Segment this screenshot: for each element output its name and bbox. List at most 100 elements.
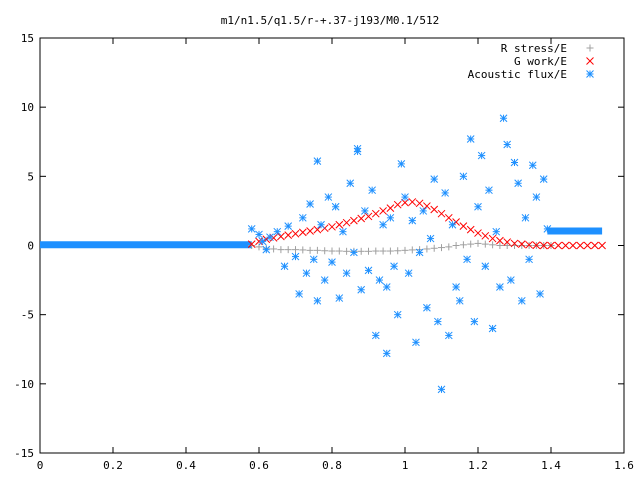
point-acoustic-flux (503, 140, 512, 149)
point-r-stress (343, 247, 351, 255)
y-tick-label: 10 (21, 101, 34, 114)
point-acoustic-flux (291, 252, 300, 261)
point-r-stress (438, 244, 445, 252)
point-acoustic-flux (430, 175, 439, 183)
point-g-work (328, 222, 336, 231)
point-acoustic-flux (492, 227, 501, 236)
y-tick-label: -10 (14, 378, 34, 391)
legend-marker-g-work (586, 57, 594, 65)
point-acoustic-flux (415, 248, 424, 257)
point-g-work (539, 241, 548, 250)
point-r-stress (394, 247, 402, 255)
point-acoustic-flux (393, 310, 402, 319)
legend-marker-r-stress (586, 44, 594, 52)
point-g-work (488, 234, 497, 243)
point-r-stress (321, 247, 329, 255)
point-acoustic-flux (532, 193, 541, 201)
point-g-work (364, 212, 373, 221)
point-acoustic-flux (408, 216, 417, 225)
point-g-work (306, 227, 314, 235)
point-g-work (525, 240, 533, 249)
x-tick-label: 0.8 (322, 459, 342, 472)
point-acoustic-flux (339, 227, 347, 236)
point-acoustic-flux (284, 222, 293, 230)
x-tick-label: 1.4 (541, 459, 561, 472)
point-acoustic-flux (306, 200, 314, 208)
point-r-stress (518, 242, 526, 249)
point-r-stress (408, 246, 416, 254)
x-tick-label: 1 (402, 459, 409, 472)
point-r-stress (423, 245, 431, 253)
point-g-work (481, 231, 490, 240)
point-g-work (284, 231, 293, 239)
point-acoustic-flux (455, 296, 464, 305)
point-g-work (335, 220, 344, 229)
point-r-stress (496, 242, 504, 249)
point-g-work (569, 241, 577, 250)
point-acoustic-flux (295, 290, 304, 298)
point-g-work (496, 236, 504, 245)
point-acoustic-flux (459, 172, 468, 181)
point-acoustic-flux (390, 262, 398, 271)
point-g-work (255, 237, 263, 246)
series-layer (40, 114, 606, 394)
point-acoustic-flux (433, 317, 442, 326)
x-tick-label: 1.6 (614, 459, 634, 472)
point-r-stress (489, 241, 497, 249)
point-acoustic-flux (448, 220, 457, 229)
point-acoustic-flux (510, 158, 519, 167)
point-acoustic-flux (514, 179, 523, 188)
point-r-stress (401, 246, 409, 254)
point-acoustic-flux (386, 213, 395, 222)
point-acoustic-flux (488, 324, 497, 333)
point-g-work (598, 241, 606, 250)
point-acoustic-flux (247, 225, 256, 233)
point-acoustic-flux (331, 202, 340, 211)
point-acoustic-flux (404, 269, 413, 278)
point-r-stress (277, 246, 285, 254)
point-g-work (590, 241, 599, 250)
point-acoustic-flux (539, 175, 548, 183)
point-acoustic-flux (437, 385, 446, 394)
point-g-work (350, 216, 358, 225)
point-g-work (247, 240, 256, 248)
point-acoustic-flux (375, 276, 384, 284)
legend-marker-acoustic-flux (586, 70, 594, 78)
point-acoustic-flux (382, 283, 391, 291)
point-r-stress (459, 241, 467, 249)
y-tick-label: 0 (27, 240, 34, 253)
point-acoustic-flux (517, 296, 526, 305)
point-acoustic-flux (346, 179, 355, 188)
point-r-stress (379, 247, 387, 255)
point-g-work (547, 241, 555, 250)
point-acoustic-flux (474, 202, 482, 211)
point-acoustic-flux (350, 248, 358, 257)
point-r-stress (335, 247, 343, 255)
point-acoustic-flux (463, 255, 471, 264)
point-acoustic-flux (262, 245, 271, 254)
point-r-stress (306, 246, 314, 254)
y-tick-label: 5 (27, 170, 34, 183)
point-g-work (466, 225, 475, 234)
y-tick-label: 15 (21, 32, 34, 45)
x-tick-label: 1.2 (468, 459, 488, 472)
point-g-work (561, 241, 570, 250)
axis-ticks: 0 0.2 0.4 0.6 0.8 1 1.2 1.4 1.6 15 10 5 0 -5 -10 -15 (14, 32, 634, 472)
point-g-work (386, 204, 395, 213)
point-g-work (291, 229, 300, 238)
point-acoustic-flux (444, 331, 453, 340)
point-acoustic-flux (302, 269, 311, 278)
point-g-work (503, 238, 512, 246)
point-acoustic-flux (313, 296, 322, 305)
point-acoustic-flux (419, 207, 428, 215)
point-acoustic-flux (255, 230, 263, 239)
point-acoustic-flux (426, 234, 435, 243)
point-r-stress (503, 242, 511, 249)
point-acoustic-flux (324, 193, 333, 201)
point-acoustic-flux (298, 213, 307, 222)
point-r-stress (386, 247, 394, 255)
point-g-work (532, 241, 541, 250)
point-acoustic-flux (536, 290, 544, 298)
point-acoustic-flux (320, 276, 329, 284)
